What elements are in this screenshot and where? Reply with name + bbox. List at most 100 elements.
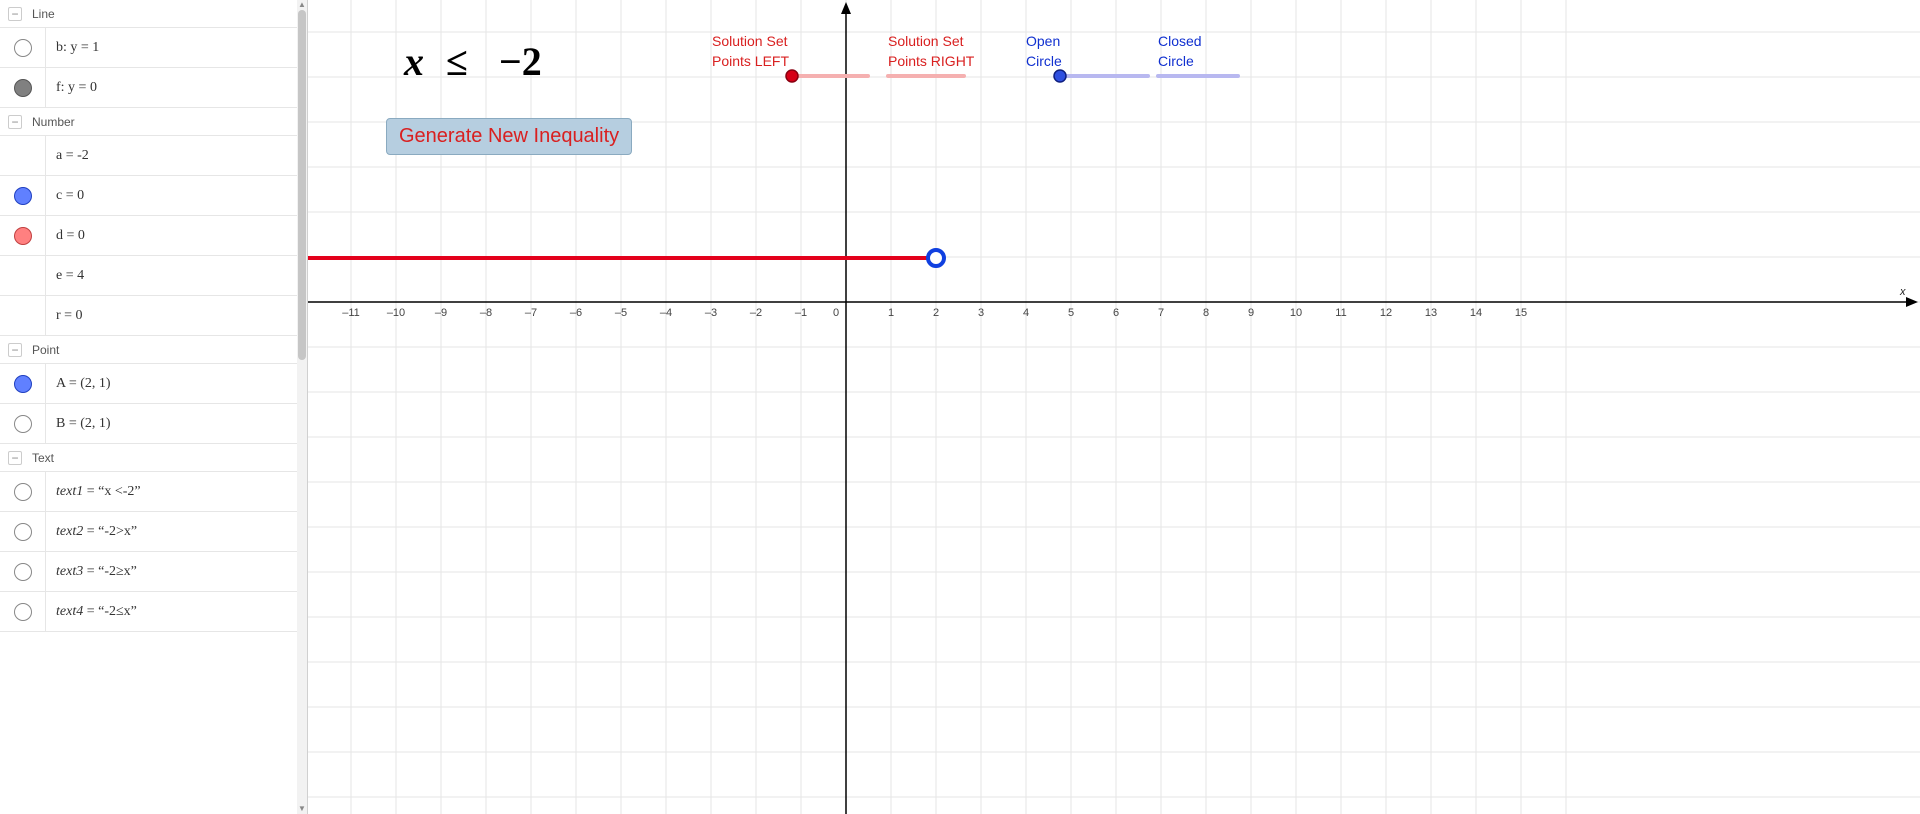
algebra-row[interactable]: A = (2, 1) [0, 364, 307, 404]
x-tick-label: 9 [1248, 307, 1254, 319]
graphics-panel[interactable]: –11–10–9–8–7–6–5–4–3–2–10123456789101112… [308, 0, 1920, 814]
section-title: Text [32, 451, 54, 465]
algebra-row-label: b: y = 1 [46, 40, 99, 56]
slider-thumb-points-left[interactable] [786, 70, 798, 82]
x-tick-label: 11 [1335, 307, 1346, 319]
collapse-icon[interactable]: − [8, 343, 22, 357]
visibility-toggle[interactable] [0, 136, 46, 175]
algebra-row[interactable]: text1 = “x <-2” [0, 472, 307, 512]
x-tick-label: –11 [342, 307, 360, 319]
algebra-row-label: A = (2, 1) [46, 376, 111, 392]
visibility-toggle[interactable] [0, 28, 46, 67]
x-tick-label: 3 [978, 307, 984, 319]
x-tick-label: 1 [888, 307, 894, 319]
section-header-point[interactable]: −Point [0, 336, 307, 364]
section-header-number[interactable]: −Number [0, 108, 307, 136]
algebra-row[interactable]: f: y = 0 [0, 68, 307, 108]
visibility-icon[interactable] [14, 483, 32, 501]
visibility-toggle[interactable] [0, 552, 46, 591]
algebra-row-label: c = 0 [46, 188, 84, 204]
visibility-icon[interactable] [14, 227, 32, 245]
collapse-icon[interactable]: − [8, 115, 22, 129]
algebra-row-label: B = (2, 1) [46, 416, 111, 432]
x-tick-label: 4 [1023, 307, 1029, 319]
inequality-variable: x [403, 39, 424, 84]
x-tick-label: –9 [435, 307, 447, 319]
x-tick-label: –4 [660, 307, 672, 319]
algebra-row-label: r = 0 [46, 308, 83, 324]
visibility-toggle[interactable] [0, 404, 46, 443]
slider-label-points-right-1: Solution Set [888, 33, 964, 49]
visibility-icon[interactable] [14, 79, 32, 97]
visibility-toggle[interactable] [0, 68, 46, 107]
x-tick-label: –3 [705, 307, 717, 319]
slider-label-open-circle-1: Open [1026, 33, 1060, 49]
scroll-thumb[interactable] [298, 10, 306, 360]
visibility-icon[interactable] [14, 603, 32, 621]
algebra-row[interactable]: B = (2, 1) [0, 404, 307, 444]
section-title: Number [32, 115, 75, 129]
slider-label-closed-circle-1: Closed [1158, 33, 1202, 49]
slider-thumb-open-circle[interactable] [1054, 70, 1066, 82]
algebra-row[interactable]: text4 = “-2≤x” [0, 592, 307, 632]
algebra-scrollbar[interactable]: ▲ ▼ [297, 0, 307, 814]
algebra-row[interactable]: a = -2 [0, 136, 307, 176]
inequality-value: −2 [499, 39, 542, 84]
section-title: Point [32, 343, 59, 357]
algebra-row-label: text4 = “-2≤x” [46, 604, 137, 620]
section-header-line[interactable]: −Line [0, 0, 307, 28]
visibility-icon[interactable] [14, 563, 32, 581]
visibility-icon[interactable] [14, 39, 32, 57]
x-tick-label: 6 [1113, 307, 1119, 319]
visibility-icon[interactable] [14, 375, 32, 393]
algebra-row-label: text3 = “-2≥x” [46, 564, 137, 580]
visibility-icon[interactable] [14, 523, 32, 541]
open-circle-endpoint[interactable] [928, 250, 944, 266]
x-tick-label: 14 [1470, 307, 1482, 319]
slider-label-points-right-2: Points RIGHT [888, 53, 975, 69]
algebra-row[interactable]: d = 0 [0, 216, 307, 256]
visibility-toggle[interactable] [0, 216, 46, 255]
visibility-toggle[interactable] [0, 512, 46, 551]
x-tick-label: 10 [1290, 307, 1302, 319]
algebra-row[interactable]: text3 = “-2≥x” [0, 552, 307, 592]
algebra-panel: −Lineb: y = 1f: y = 0−Numbera = -2c = 0d… [0, 0, 308, 814]
visibility-icon[interactable] [14, 415, 32, 433]
x-tick-label: 7 [1158, 307, 1164, 319]
x-tick-label: –1 [795, 307, 807, 319]
slider-label-open-circle-2: Circle [1026, 53, 1062, 69]
generate-new-inequality-button[interactable]: Generate New Inequality [386, 118, 632, 155]
x-tick-label: –7 [525, 307, 537, 319]
section-header-text[interactable]: −Text [0, 444, 307, 472]
algebra-row[interactable]: b: y = 1 [0, 28, 307, 68]
x-tick-label: 12 [1380, 307, 1392, 319]
scroll-down-icon[interactable]: ▼ [297, 804, 307, 814]
visibility-toggle[interactable] [0, 296, 46, 335]
scroll-up-icon[interactable]: ▲ [297, 0, 307, 10]
algebra-row[interactable]: e = 4 [0, 256, 307, 296]
algebra-row-label: e = 4 [46, 268, 84, 284]
collapse-icon[interactable]: − [8, 451, 22, 465]
x-axis-label: x [1899, 286, 1906, 298]
visibility-toggle[interactable] [0, 364, 46, 403]
algebra-row-label: f: y = 0 [46, 80, 97, 96]
algebra-row-label: d = 0 [46, 228, 85, 244]
visibility-toggle[interactable] [0, 472, 46, 511]
generate-button-label: Generate New Inequality [399, 125, 619, 147]
algebra-row[interactable]: c = 0 [0, 176, 307, 216]
visibility-toggle[interactable] [0, 176, 46, 215]
algebra-row-label: text2 = “-2>x” [46, 524, 137, 540]
visibility-toggle[interactable] [0, 592, 46, 631]
visibility-icon[interactable] [14, 187, 32, 205]
visibility-toggle[interactable] [0, 256, 46, 295]
slider-label-points-left-1: Solution Set [712, 33, 788, 49]
x-tick-label: 0 [833, 307, 839, 319]
x-tick-label: –5 [615, 307, 627, 319]
x-tick-label: 8 [1203, 307, 1209, 319]
x-tick-label: –6 [570, 307, 582, 319]
algebra-row[interactable]: r = 0 [0, 296, 307, 336]
collapse-icon[interactable]: − [8, 7, 22, 21]
algebra-row[interactable]: text2 = “-2>x” [0, 512, 307, 552]
x-tick-label: 5 [1068, 307, 1074, 319]
inequality-relation: ≤ [446, 39, 468, 84]
